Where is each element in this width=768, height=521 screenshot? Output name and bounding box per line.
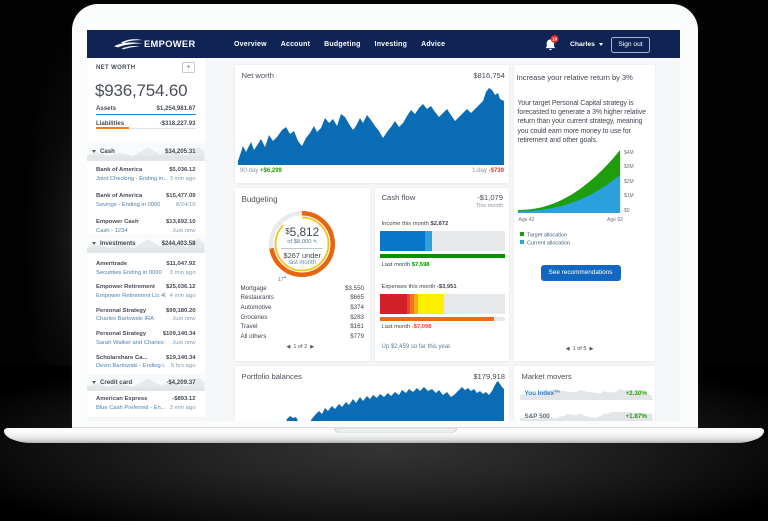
svg-text:10: 10 [552, 36, 557, 41]
